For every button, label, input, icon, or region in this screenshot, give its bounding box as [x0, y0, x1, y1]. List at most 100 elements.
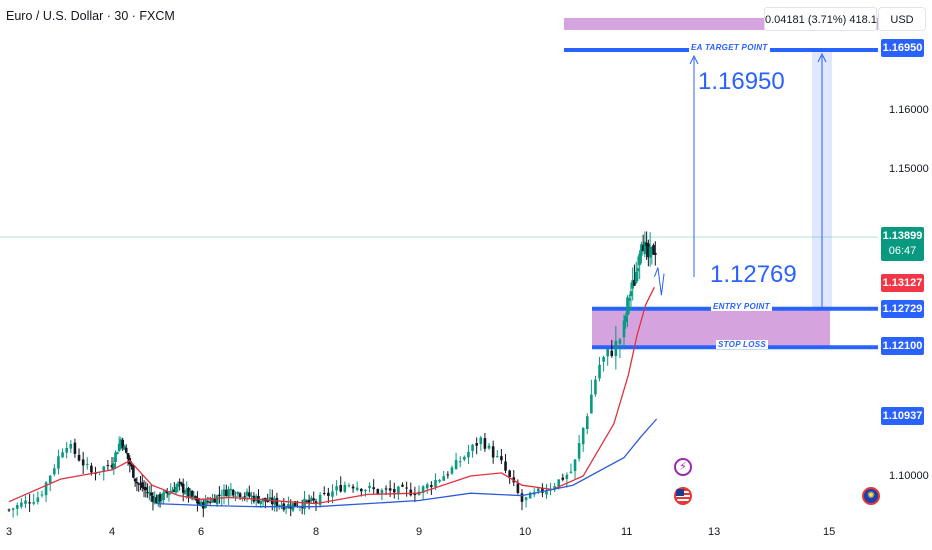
- candle-body: [135, 482, 139, 484]
- candle: [126, 452, 130, 466]
- candle-body: [528, 492, 532, 499]
- us-flag-icon[interactable]: [674, 487, 692, 505]
- candle: [585, 413, 589, 435]
- candle-body: [20, 502, 23, 507]
- candle: [234, 491, 237, 502]
- candle-body: [598, 364, 601, 379]
- lightning-icon[interactable]: ⚡: [674, 458, 692, 476]
- candle: [417, 485, 421, 496]
- candle-body: [585, 416, 589, 430]
- candle-body: [541, 488, 544, 493]
- fast-ma-line: [8, 286, 655, 505]
- candle: [165, 487, 169, 498]
- candle-body: [158, 494, 162, 502]
- candle: [204, 495, 207, 509]
- candle-body: [69, 443, 73, 449]
- eu-flag-icon[interactable]: ✺: [862, 487, 880, 505]
- candle-body: [229, 488, 233, 491]
- candle-body: [581, 427, 585, 445]
- candle-body: [467, 451, 470, 458]
- candle-body: [144, 487, 148, 491]
- candle: [647, 239, 650, 267]
- candle-body: [636, 268, 640, 272]
- candle: [28, 493, 31, 513]
- candle-body: [112, 463, 116, 469]
- candle: [471, 443, 474, 458]
- candle-body: [335, 486, 338, 491]
- candle-body: [508, 470, 511, 477]
- candle: [252, 492, 256, 504]
- candle: [640, 241, 643, 264]
- candle-body: [434, 480, 437, 487]
- candle: [137, 482, 140, 492]
- candle: [7, 508, 11, 512]
- symbol-title: Euro / U.S. Dollar · 30 · FXCM: [6, 9, 175, 23]
- candle-body: [650, 246, 654, 251]
- candle: [372, 479, 375, 494]
- candle-body: [442, 476, 446, 481]
- candle-body: [225, 490, 228, 497]
- candle-body: [413, 493, 417, 496]
- candle-body: [405, 487, 408, 489]
- ma-price-tag: 1.13127: [881, 274, 924, 292]
- bar-countdown: 06:47: [888, 245, 917, 257]
- candle-body: [392, 489, 396, 493]
- candle-body: [273, 499, 276, 505]
- candle: [618, 337, 622, 358]
- candle-body: [347, 485, 351, 487]
- candle-body: [645, 242, 648, 246]
- candle-body: [565, 474, 569, 479]
- candle: [167, 493, 171, 502]
- candle-body: [236, 491, 240, 495]
- candle: [561, 473, 565, 482]
- candle: [77, 448, 81, 462]
- candle-body: [24, 500, 27, 504]
- candle-body: [234, 495, 237, 497]
- candle: [602, 355, 605, 372]
- candle-body: [557, 479, 561, 488]
- candle: [528, 491, 532, 499]
- candle: [524, 496, 528, 508]
- candle-body: [647, 243, 650, 258]
- candle-body: [430, 485, 433, 487]
- candle-body: [524, 497, 528, 501]
- currency-button[interactable]: USD: [878, 7, 926, 31]
- candle-body: [117, 443, 121, 451]
- candle: [190, 489, 194, 501]
- candle: [614, 326, 618, 370]
- candle: [142, 480, 146, 498]
- candle: [254, 493, 258, 508]
- candle-body: [187, 488, 190, 497]
- slow-ma-line: [156, 418, 658, 508]
- candle: [626, 295, 629, 327]
- candle-body: [652, 245, 655, 255]
- candle: [491, 440, 495, 464]
- candle: [397, 485, 400, 500]
- candle-body: [259, 500, 263, 505]
- candle-body: [57, 456, 60, 469]
- stop-price-tag: 1.12100: [881, 337, 924, 355]
- candle: [123, 444, 126, 450]
- candle-body: [516, 483, 520, 493]
- candle: [241, 496, 244, 502]
- candle-body: [454, 460, 458, 470]
- candle-body: [206, 501, 210, 503]
- candle-body: [397, 486, 400, 495]
- candle-body: [156, 494, 160, 504]
- candle-body: [364, 489, 367, 492]
- candle: [81, 451, 85, 474]
- candle-body: [622, 320, 626, 338]
- candle-body: [626, 297, 629, 316]
- candle-body: [640, 244, 643, 256]
- candle-body: [638, 253, 641, 266]
- candle: [181, 478, 185, 502]
- candle: [310, 495, 313, 503]
- candle: [196, 491, 199, 512]
- candle: [594, 375, 597, 397]
- candle-body: [421, 486, 425, 493]
- candle: [500, 449, 503, 464]
- candle-body: [222, 489, 226, 497]
- candle-body: [149, 492, 153, 496]
